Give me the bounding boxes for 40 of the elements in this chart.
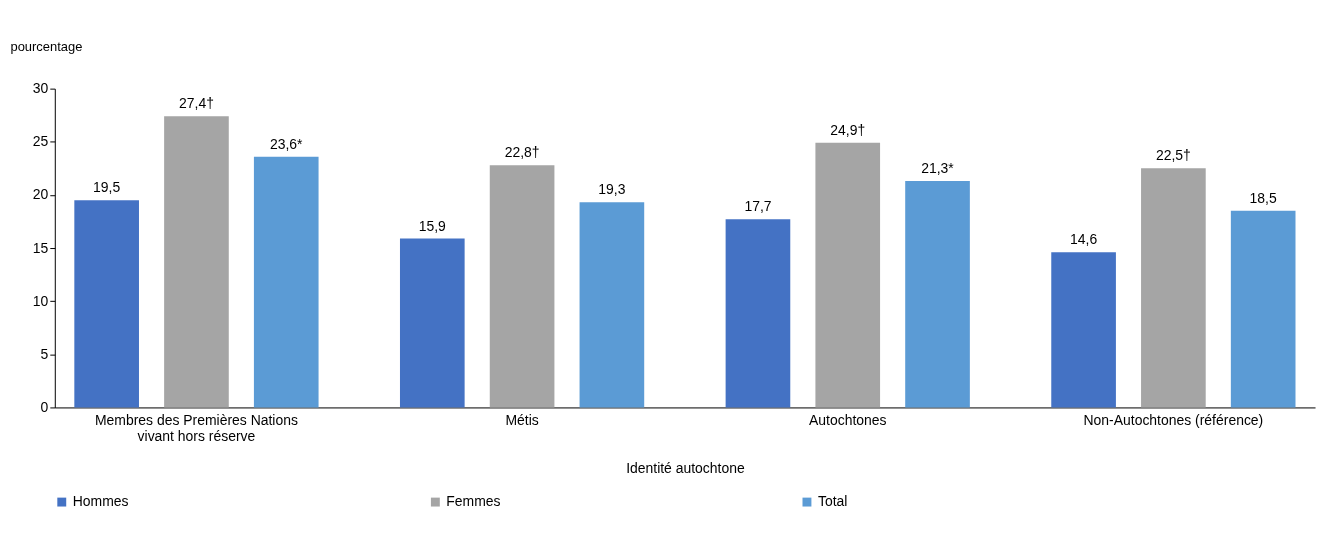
data-label: 15,9 <box>418 217 447 234</box>
x-tick-label: Métis <box>505 411 539 428</box>
bar <box>489 165 555 408</box>
data-label: 24,9† <box>830 121 866 138</box>
bar <box>579 202 645 408</box>
bar <box>905 181 970 408</box>
data-label: 27,4† <box>179 95 214 112</box>
x-axis-title: Identité autochtone <box>626 459 745 476</box>
y-tick-label: 15 <box>32 239 49 256</box>
x-tick-label: Membres des Premières Nations vivant hors réserve <box>94 411 298 444</box>
y-axis-title: pourcentage <box>10 39 83 55</box>
data-label: 21,3* <box>921 160 955 177</box>
bar <box>1051 252 1116 408</box>
y-tick-label: 0 <box>40 398 49 415</box>
x-tick-label: Non-Autochtones (référence) <box>1083 411 1264 428</box>
bar <box>725 219 791 408</box>
y-tick-label: 25 <box>32 133 49 150</box>
data-label: 17,7 <box>744 198 772 215</box>
y-tick-label: 5 <box>40 345 49 362</box>
data-label: 23,6* <box>269 135 304 152</box>
y-tick-label: 30 <box>32 80 49 97</box>
x-tick-label: Autochtones <box>808 411 887 428</box>
data-label: 22,8† <box>504 144 540 161</box>
data-label: 19,3 <box>598 181 626 198</box>
data-label: 22,5† <box>1155 147 1191 164</box>
legend-label: Femmes <box>446 493 501 510</box>
bar <box>1141 168 1206 408</box>
bar <box>815 142 881 408</box>
bar <box>164 116 229 408</box>
legend-label: Hommes <box>72 493 129 510</box>
bar <box>74 200 139 408</box>
bar <box>253 156 319 408</box>
bar <box>1230 210 1296 408</box>
bar <box>399 238 465 408</box>
data-label: 18,5 <box>1249 189 1277 206</box>
legend-label: Total <box>817 493 848 510</box>
y-tick-label: 10 <box>32 292 49 309</box>
data-label: 14,6 <box>1070 231 1098 248</box>
y-tick-label: 20 <box>32 186 49 203</box>
data-label: 19,5 <box>93 179 121 196</box>
